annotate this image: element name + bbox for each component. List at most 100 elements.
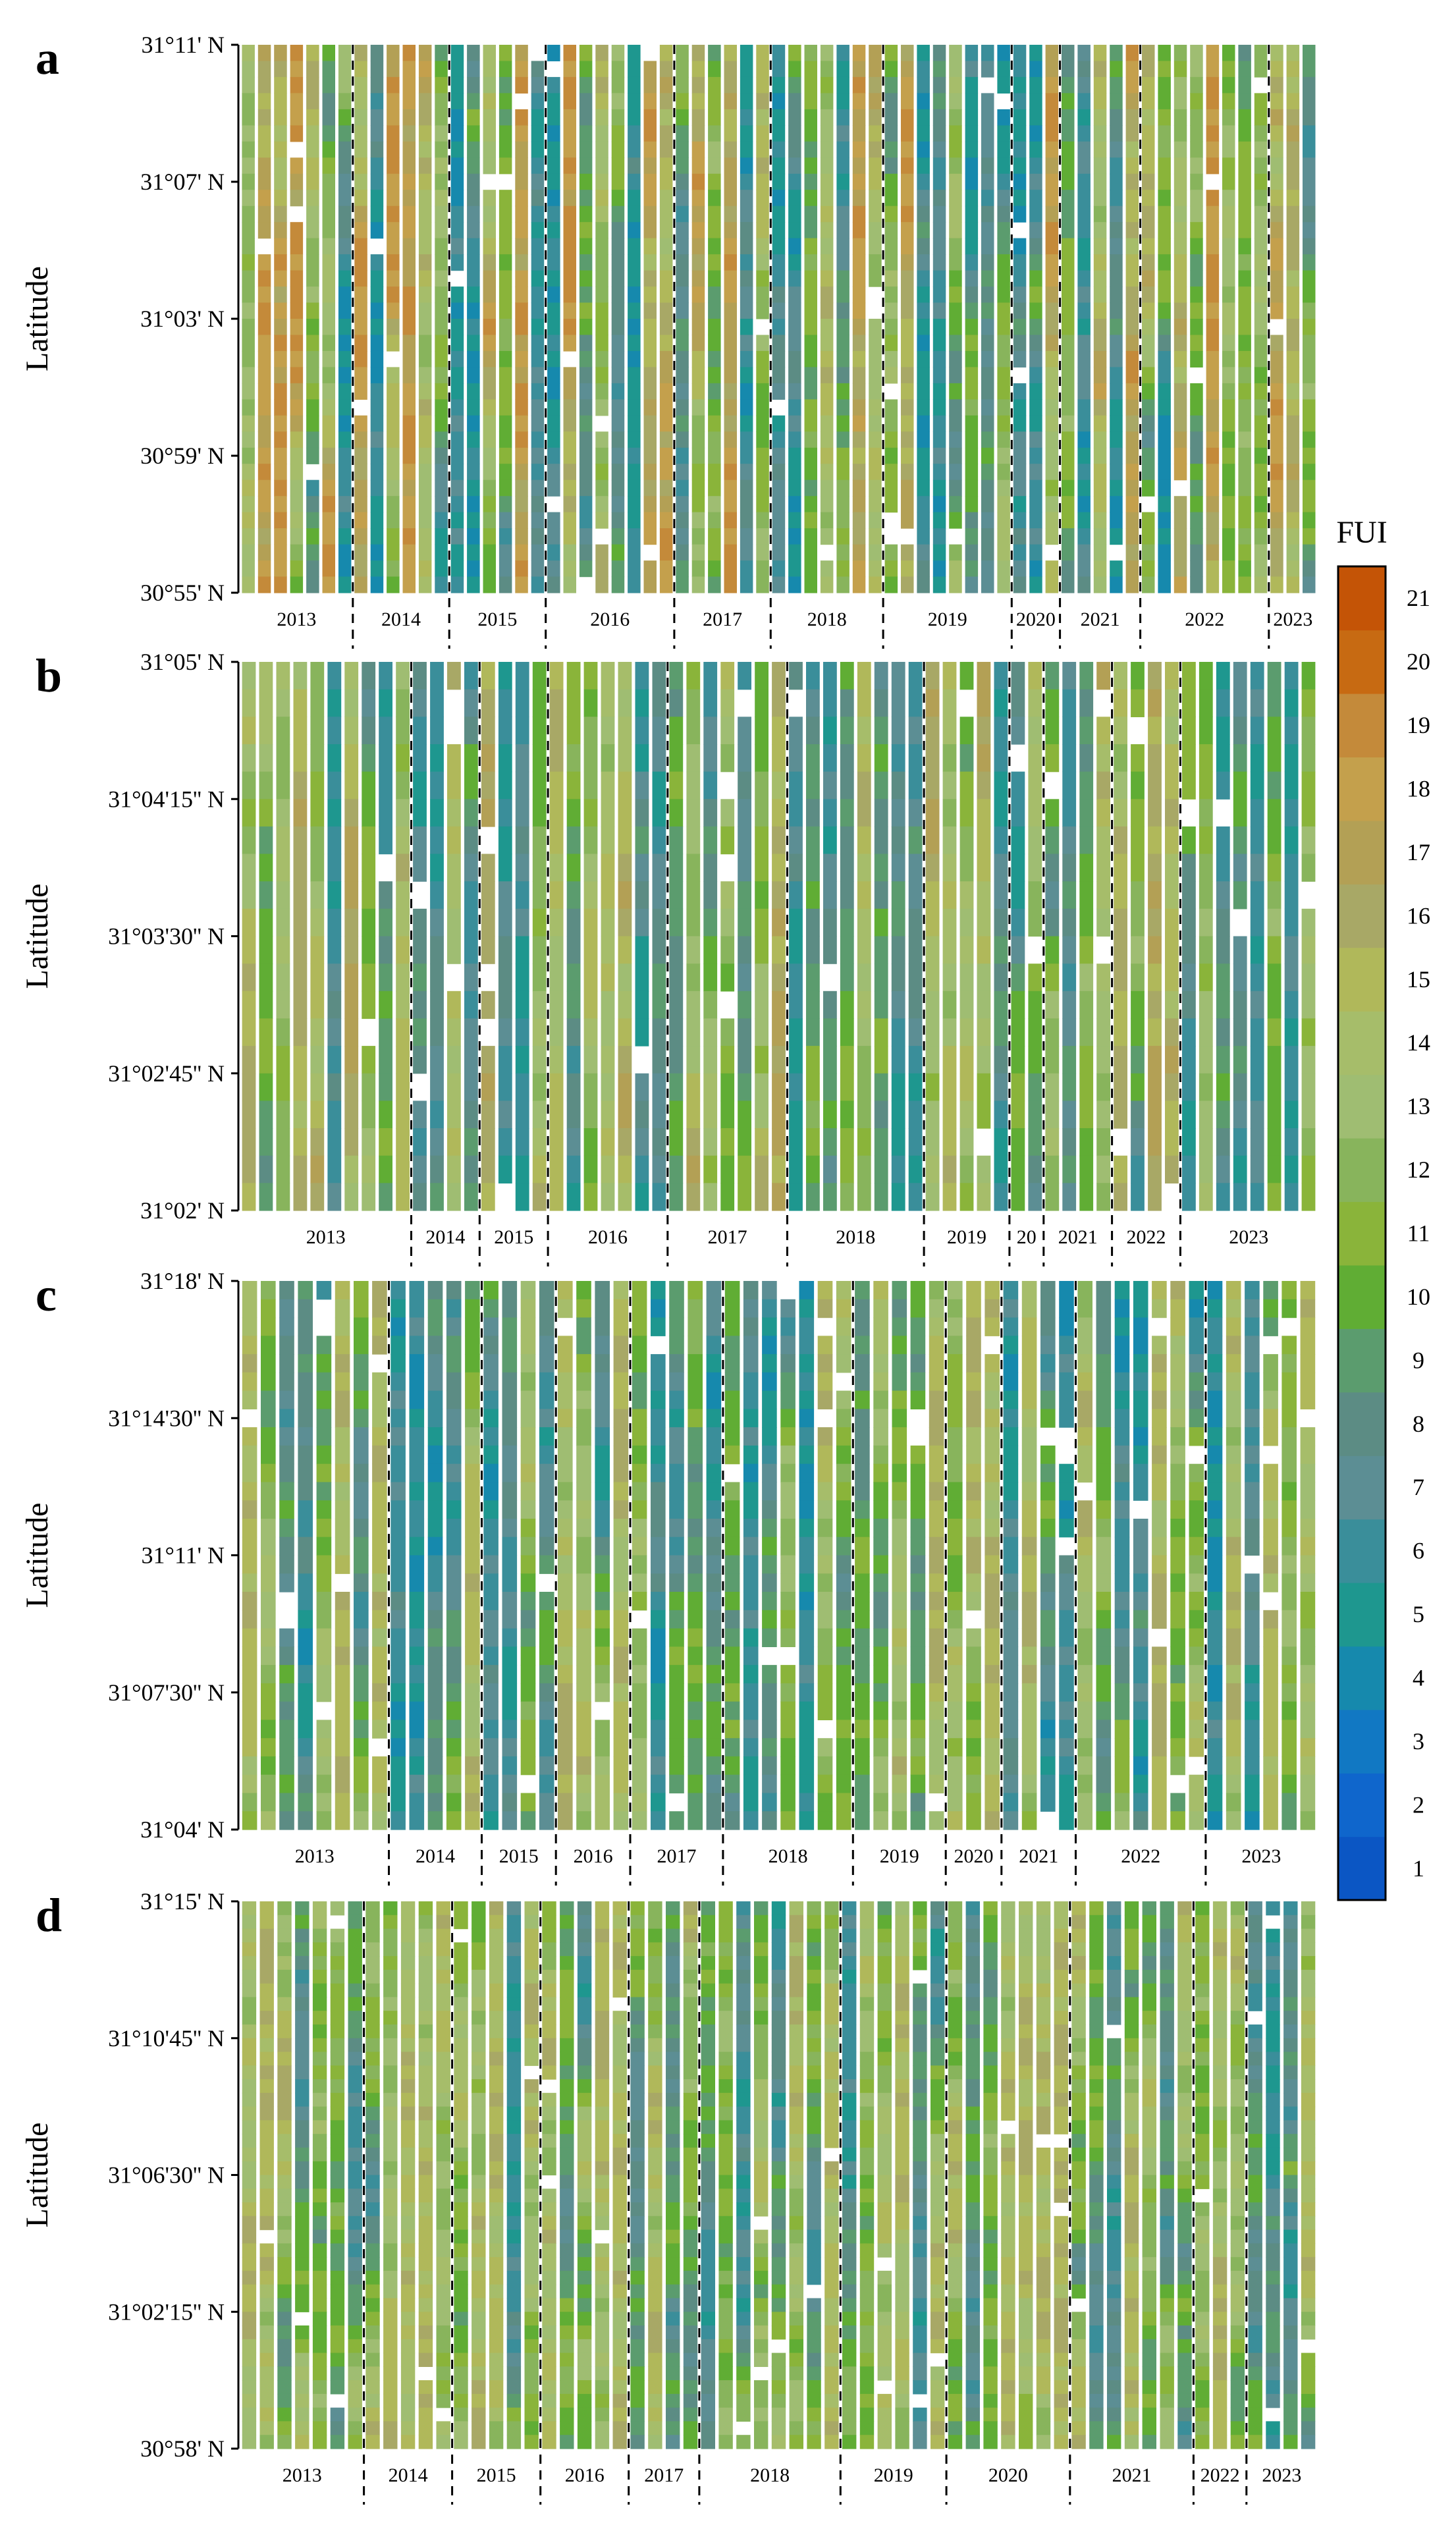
heatmap-cell bbox=[532, 936, 547, 964]
heatmap-cell bbox=[1216, 991, 1230, 1019]
heatmap-cell bbox=[932, 45, 946, 62]
heatmap-cell bbox=[929, 1482, 944, 1501]
heatmap-cell bbox=[724, 1354, 740, 1373]
heatmap-cell bbox=[547, 544, 560, 561]
heatmap-cell bbox=[1131, 744, 1145, 773]
heatmap-cell bbox=[362, 689, 376, 717]
heatmap-cell bbox=[997, 238, 1010, 255]
heatmap-cell bbox=[780, 1463, 795, 1483]
heatmap-cell bbox=[558, 1336, 573, 1355]
heatmap-cell bbox=[344, 717, 359, 745]
heatmap-cell bbox=[820, 125, 834, 142]
heatmap-cell bbox=[724, 1555, 740, 1574]
heatmap-cell bbox=[817, 1519, 833, 1538]
heatmap-cell bbox=[435, 205, 448, 223]
heatmap-cell bbox=[1270, 302, 1283, 319]
heatmap-cell bbox=[310, 1073, 325, 1102]
heatmap-cell bbox=[651, 1720, 666, 1739]
heatmap-cell bbox=[1003, 1738, 1019, 1757]
heatmap-cell bbox=[628, 319, 641, 336]
heatmap-cell bbox=[788, 286, 801, 304]
heatmap-cell bbox=[1270, 447, 1283, 464]
heatmap-cell bbox=[688, 1573, 703, 1592]
heatmap-cell bbox=[483, 205, 496, 223]
heatmap-cell bbox=[467, 464, 480, 481]
heatmap-cell bbox=[1250, 1183, 1264, 1211]
heatmap-cell bbox=[676, 45, 689, 62]
heatmap-cell bbox=[257, 560, 271, 578]
heatmap-cell bbox=[632, 1592, 647, 1611]
heatmap-cell bbox=[402, 560, 416, 578]
heatmap-cell bbox=[1096, 662, 1110, 690]
heatmap-cell bbox=[1301, 1073, 1316, 1102]
heatmap-cell bbox=[427, 1427, 443, 1446]
heatmap-cell bbox=[1011, 964, 1025, 992]
heatmap-cell bbox=[1045, 908, 1060, 937]
heatmap-cell bbox=[595, 383, 608, 400]
heatmap-cell bbox=[772, 141, 786, 158]
heatmap-cell bbox=[435, 528, 448, 545]
heatmap-cell bbox=[354, 1573, 369, 1592]
heatmap-cell bbox=[1013, 335, 1027, 352]
heatmap-cell bbox=[1270, 157, 1283, 175]
heatmap-cell bbox=[531, 173, 545, 190]
heatmap-cell bbox=[1040, 1482, 1056, 1501]
heatmap-cell bbox=[354, 1793, 369, 1812]
heatmap-cell bbox=[1303, 125, 1316, 142]
heatmap-cell bbox=[756, 576, 769, 593]
heatmap-cell bbox=[948, 1738, 963, 1757]
heatmap-cell bbox=[804, 544, 817, 561]
heatmap-cell bbox=[857, 799, 871, 827]
heatmap-cell bbox=[1190, 61, 1203, 78]
heatmap-cell bbox=[547, 286, 560, 304]
heatmap-cell bbox=[884, 93, 898, 110]
heatmap-cell bbox=[1021, 1573, 1037, 1592]
heatmap-cell bbox=[706, 1409, 722, 1428]
heatmap-cell bbox=[823, 854, 837, 882]
heatmap-cell bbox=[499, 270, 512, 287]
heatmap-cell bbox=[1059, 1738, 1074, 1757]
heatmap-cell bbox=[335, 1372, 350, 1392]
heatmap-cell bbox=[483, 93, 496, 110]
heatmap-cell bbox=[836, 1665, 851, 1684]
heatmap-cell bbox=[873, 1463, 888, 1483]
heatmap-cell bbox=[310, 936, 325, 964]
heatmap-cell bbox=[418, 302, 432, 319]
heatmap-cell bbox=[583, 991, 598, 1019]
heatmap-cell bbox=[539, 1390, 554, 1409]
heatmap-cell bbox=[724, 205, 737, 223]
heatmap-cell bbox=[379, 744, 392, 773]
heatmap-cell bbox=[566, 1155, 581, 1183]
heatmap-cell bbox=[467, 286, 480, 304]
heatmap-cell bbox=[613, 1336, 629, 1355]
heatmap-cell bbox=[322, 399, 335, 416]
heatmap-cell bbox=[1125, 93, 1139, 110]
heatmap-cell bbox=[789, 854, 803, 882]
heatmap-cell bbox=[402, 544, 416, 561]
heatmap-cell bbox=[531, 335, 545, 352]
heatmap-cell bbox=[1267, 717, 1281, 745]
heatmap-cell bbox=[949, 205, 962, 223]
heatmap-cell bbox=[1021, 1555, 1037, 1574]
heatmap-cell bbox=[1190, 222, 1203, 239]
heatmap-cell bbox=[483, 1281, 499, 1300]
heatmap-cell bbox=[1152, 1427, 1167, 1446]
heatmap-cell bbox=[435, 190, 448, 207]
heatmap-cell bbox=[354, 93, 367, 110]
heatmap-cell bbox=[1254, 576, 1268, 593]
heatmap-cell bbox=[855, 1445, 870, 1465]
heatmap-cell bbox=[724, 1500, 740, 1519]
heatmap-cell bbox=[402, 528, 416, 545]
heatmap-cell bbox=[515, 689, 529, 717]
heatmap-cell bbox=[316, 1390, 332, 1409]
heatmap-cell bbox=[379, 826, 392, 855]
heatmap-cell bbox=[994, 717, 1008, 745]
heatmap-cell bbox=[688, 1463, 703, 1483]
heatmap-cell bbox=[1238, 367, 1251, 384]
heatmap-cell bbox=[823, 991, 837, 1019]
heatmap-cell bbox=[344, 1100, 359, 1129]
heatmap-cell bbox=[446, 1628, 462, 1647]
heatmap-cell bbox=[483, 560, 496, 578]
heatmap-cell bbox=[1142, 190, 1155, 207]
heatmap-cell bbox=[1267, 1073, 1281, 1102]
